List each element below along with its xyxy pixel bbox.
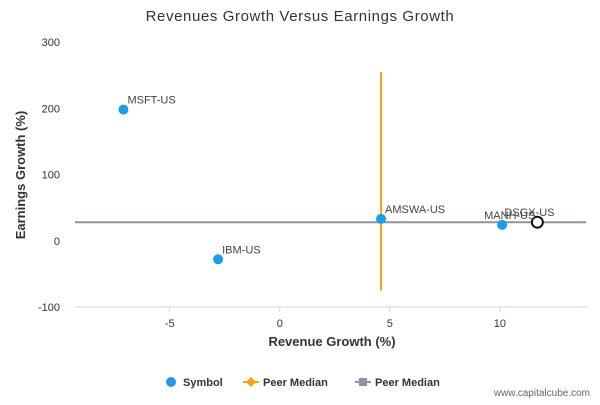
y-axis-ticks: -100 0 100 200 300: [38, 37, 60, 314]
legend-item-label: Peer Median: [375, 377, 440, 389]
data-point: [213, 254, 224, 265]
data-point-label: AMSWA-US: [385, 204, 445, 216]
chart-title: Revenues Growth Versus Earnings Growth: [146, 8, 455, 25]
y-tick-label: 200: [42, 103, 60, 115]
x-tick-label: 10: [494, 318, 506, 330]
x-tick-label: 5: [387, 318, 393, 330]
data-points: [118, 104, 544, 265]
y-tick-label: -100: [38, 302, 60, 314]
legend-median-x-marker: [246, 377, 256, 387]
data-point-label: MSFT-US: [127, 95, 175, 107]
source-watermark: www.capitalcube.com: [493, 388, 590, 399]
y-tick-label: 100: [42, 170, 60, 182]
x-tick-label: 0: [277, 318, 283, 330]
data-point-label: IBM-US: [222, 244, 260, 256]
data-point-label: MANH-US: [484, 210, 535, 222]
x-axis-label: Revenue Growth (%): [268, 334, 395, 349]
y-axis-label: Earnings Growth (%): [13, 111, 28, 240]
data-point-label: DSGX-US: [504, 207, 554, 219]
y-tick-label: 0: [54, 236, 60, 248]
data-point: [118, 104, 129, 115]
data-point: [376, 213, 387, 224]
x-axis-ticks: -5 0 5 10: [165, 307, 506, 330]
legend-item-label: Peer Median: [263, 377, 328, 389]
x-tick-label: -5: [165, 318, 175, 330]
data-point-highlighted: [530, 215, 544, 229]
legend-item-label: Symbol: [183, 377, 223, 389]
legend-median-y-marker: [359, 378, 367, 386]
y-tick-label: 300: [42, 37, 60, 49]
legend: Symbol Peer Median Peer Median: [166, 377, 440, 389]
data-point: [497, 219, 508, 230]
legend-symbol-marker: [166, 377, 176, 387]
